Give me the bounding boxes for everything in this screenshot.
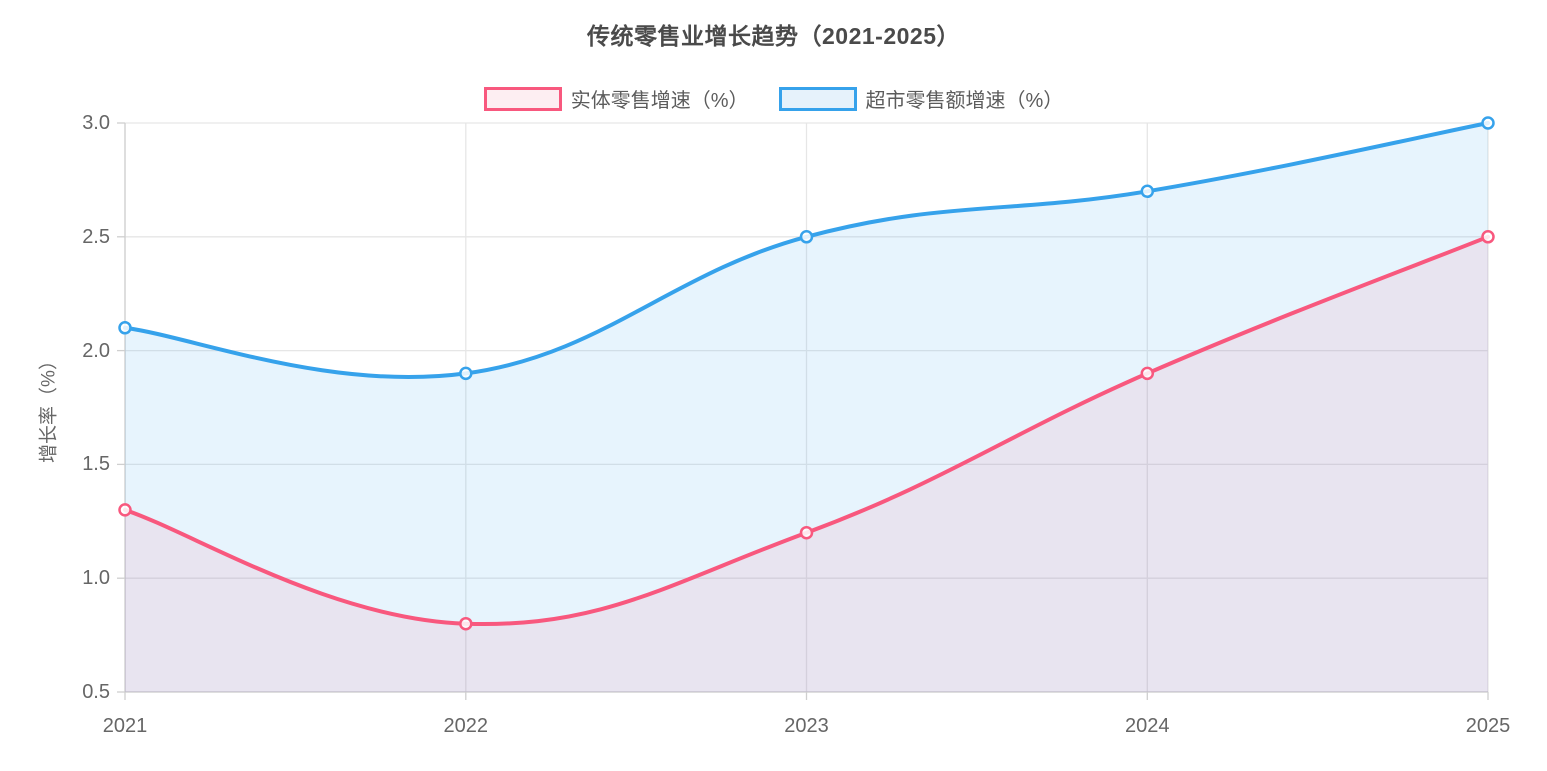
x-tick-label: 2024 [1125,715,1170,737]
legend-swatch-supermarket-retail [778,86,857,111]
data-point-marker[interactable] [118,321,132,335]
legend-swatch-physical-retail [483,86,562,111]
y-tick-label: 1.5 [82,453,110,476]
legend-label-supermarket-retail: 超市零售额增速（%） [865,90,1064,112]
data-point-marker[interactable] [799,230,814,244]
chart-title: 传统零售业增长趋势（2021-2025） [587,23,960,49]
y-tick-label: 1.0 [82,567,110,590]
x-tick-label: 2021 [102,715,148,737]
series-area [125,236,1488,693]
data-point-marker[interactable] [799,525,814,540]
y-tick-label: 3.0 [82,112,110,134]
data-point-marker[interactable] [459,366,473,381]
data-point-marker[interactable] [1140,184,1155,199]
x-tick-label: 2025 [1465,715,1511,737]
data-point-marker[interactable] [459,616,473,631]
legend-item-physical-retail-growth[interactable]: 实体零售增速（%） [483,84,749,113]
x-tick-label: 2023 [784,715,829,737]
data-point-marker[interactable] [118,503,132,517]
x-tick-label: 2022 [443,715,489,737]
y-tick-label: 2.0 [82,339,110,362]
legend-label-physical-retail: 实体零售增速（%） [570,90,749,112]
y-tick-label: 2.5 [82,225,110,248]
data-point-marker[interactable] [1481,230,1495,244]
data-point-marker[interactable] [1481,116,1495,130]
y-tick-label: 0.5 [82,681,110,703]
data-point-marker[interactable] [1140,366,1155,381]
legend-item-supermarket-retail-growth[interactable]: 超市零售额增速（%） [778,84,1064,113]
chart-legend: 实体零售增速（%） 超市零售额增速（%） [0,84,1547,113]
series-area [125,123,1488,692]
